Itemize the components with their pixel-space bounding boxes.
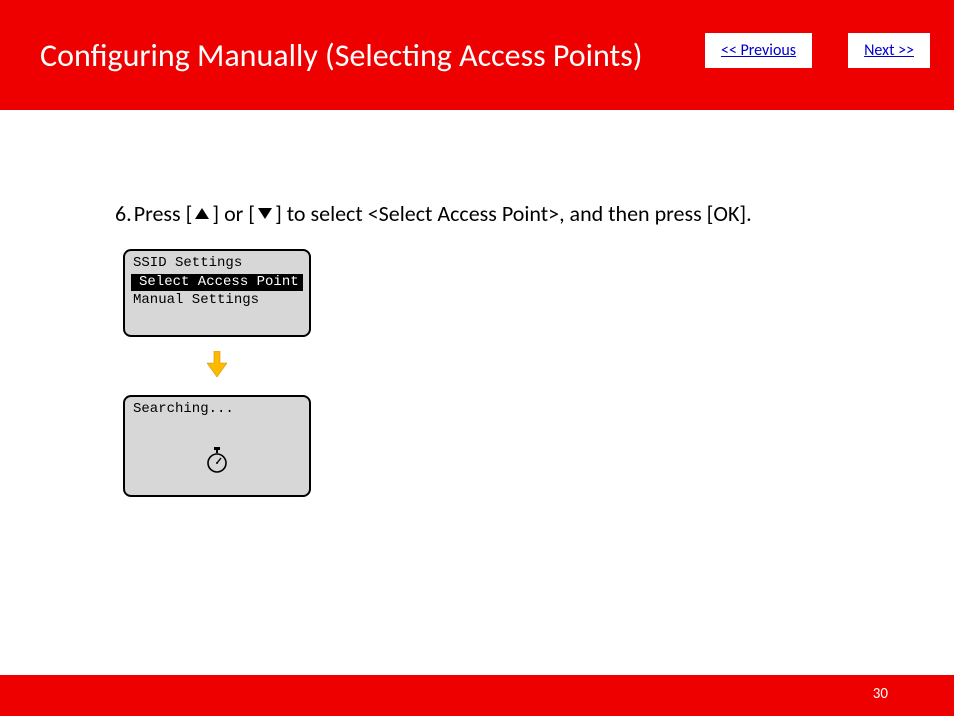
screen1-line1: SSID Settings: [125, 255, 309, 273]
page-number: 30: [873, 685, 888, 703]
step-text-a: Press [: [134, 200, 193, 227]
screen2-line1: Searching...: [125, 401, 309, 419]
page-title: Configuring Manually (Selecting Access P…: [40, 36, 642, 75]
screen1-line2-selected: Select Access Point: [131, 274, 303, 292]
screens-column: SSID Settings Select Access Point Manual…: [123, 249, 311, 497]
device-screen-1: SSID Settings Select Access Point Manual…: [123, 249, 311, 337]
step-number: 6.: [115, 200, 132, 227]
down-triangle-icon: [258, 208, 272, 219]
down-arrow-icon: [207, 351, 227, 377]
footer: 30: [0, 675, 954, 716]
screen1-line3: Manual Settings: [125, 292, 309, 310]
device-screen-2: Searching...: [123, 395, 311, 497]
stopwatch-icon: [206, 447, 228, 473]
previous-button[interactable]: << Previous: [705, 33, 812, 68]
up-triangle-icon: [195, 208, 209, 219]
header: Configuring Manually (Selecting Access P…: [0, 0, 954, 110]
content-area: 6. Press [ ] or [ ] to select <Select Ac…: [0, 110, 954, 497]
nav-buttons: << Previous Next >>: [705, 33, 930, 68]
step-text-c: ] to select <Select Access Point>, and t…: [275, 200, 752, 227]
step-instruction: 6. Press [ ] or [ ] to select <Select Ac…: [115, 200, 914, 227]
next-button[interactable]: Next >>: [848, 33, 930, 68]
step-text-b: ] or [: [212, 200, 255, 227]
